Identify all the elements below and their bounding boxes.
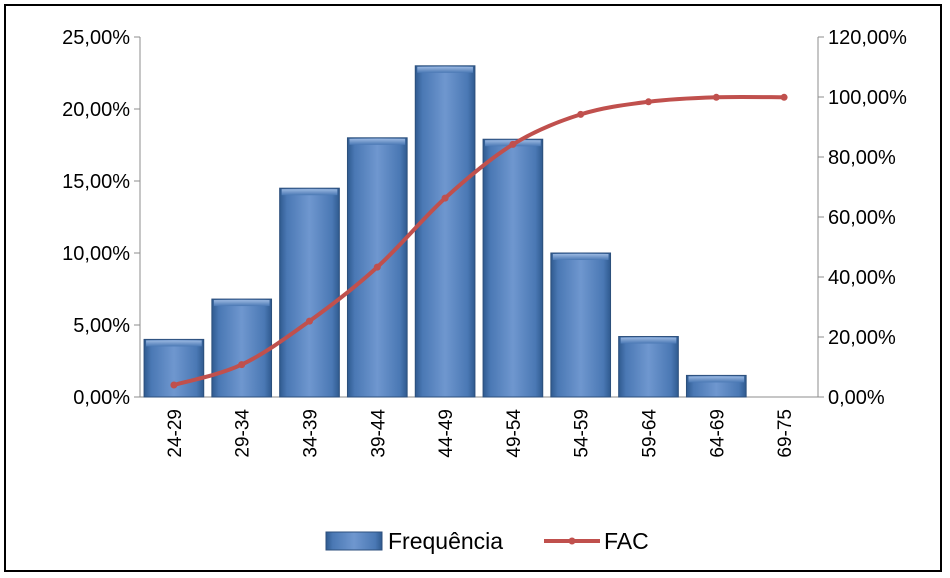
y-left-tick-label: 0,00% <box>73 387 130 409</box>
bar-bevel <box>146 340 202 347</box>
legend-label-fac: FAC <box>604 528 649 554</box>
x-tick-label: 59-64 <box>640 409 661 458</box>
bar-frequencia <box>279 187 340 398</box>
y-right-tick-label: 80,00% <box>828 147 896 169</box>
y-right-tick-label: 120,00% <box>828 27 907 49</box>
bar-frequencia <box>143 338 205 398</box>
point-fac <box>238 361 246 369</box>
legend-marker-fac <box>568 537 576 545</box>
y-right-tick-label: 60,00% <box>828 207 896 229</box>
y-right-tick-label: 0,00% <box>828 387 885 409</box>
chart-legend: Frequência FAC <box>325 528 649 554</box>
x-tick-label: 29-34 <box>233 409 254 458</box>
bar-bevel <box>417 66 473 73</box>
x-tick-label: 24-29 <box>165 409 186 458</box>
point-fac <box>645 98 652 106</box>
point-fac <box>712 93 720 101</box>
y-left-tick-label: 5,00% <box>73 315 130 337</box>
point-fac <box>780 93 788 101</box>
legend-label-frequencia: Frequência <box>388 528 503 554</box>
bar-frequencia <box>482 138 544 398</box>
y-right-tick-label: 20,00% <box>828 327 896 349</box>
bar-bevel <box>620 337 677 344</box>
x-tick-label: 44-49 <box>436 409 457 458</box>
point-fac <box>509 140 517 148</box>
series-line-fac <box>171 94 787 387</box>
y-left-tick-label: 20,00% <box>62 99 130 121</box>
x-tick-label: 39-44 <box>368 409 389 458</box>
y-left-tick-label: 10,00% <box>62 243 130 265</box>
bar-bevel <box>552 254 609 260</box>
x-tick-label: 49-54 <box>504 409 525 458</box>
point-fac <box>441 194 449 202</box>
bar-frequencia <box>211 298 273 398</box>
x-tick-label: 54-59 <box>572 409 593 458</box>
x-tick-label: 64-69 <box>707 409 728 458</box>
legend-swatch-frequencia <box>325 531 383 551</box>
point-fac <box>306 317 313 325</box>
x-tick-label: 34-39 <box>301 409 322 458</box>
y-left-tick-label: 15,00% <box>62 171 130 193</box>
point-fac <box>373 263 381 271</box>
y-right-tick-label: 40,00% <box>828 267 896 289</box>
y-left-tick-label: 25,00% <box>62 27 130 49</box>
point-fac <box>577 110 585 118</box>
bar-frequencia <box>414 65 476 398</box>
point-fac <box>170 381 178 389</box>
bar-bevel <box>281 189 338 196</box>
bar-bevel <box>213 300 270 307</box>
bar-bevel <box>688 376 745 383</box>
y-right-tick-label: 100,00% <box>828 87 907 109</box>
bar-bevel <box>349 138 406 145</box>
bar-frequencia <box>618 336 679 398</box>
bar-frequencia <box>550 252 612 398</box>
x-tick-label: 69-75 <box>775 409 796 458</box>
